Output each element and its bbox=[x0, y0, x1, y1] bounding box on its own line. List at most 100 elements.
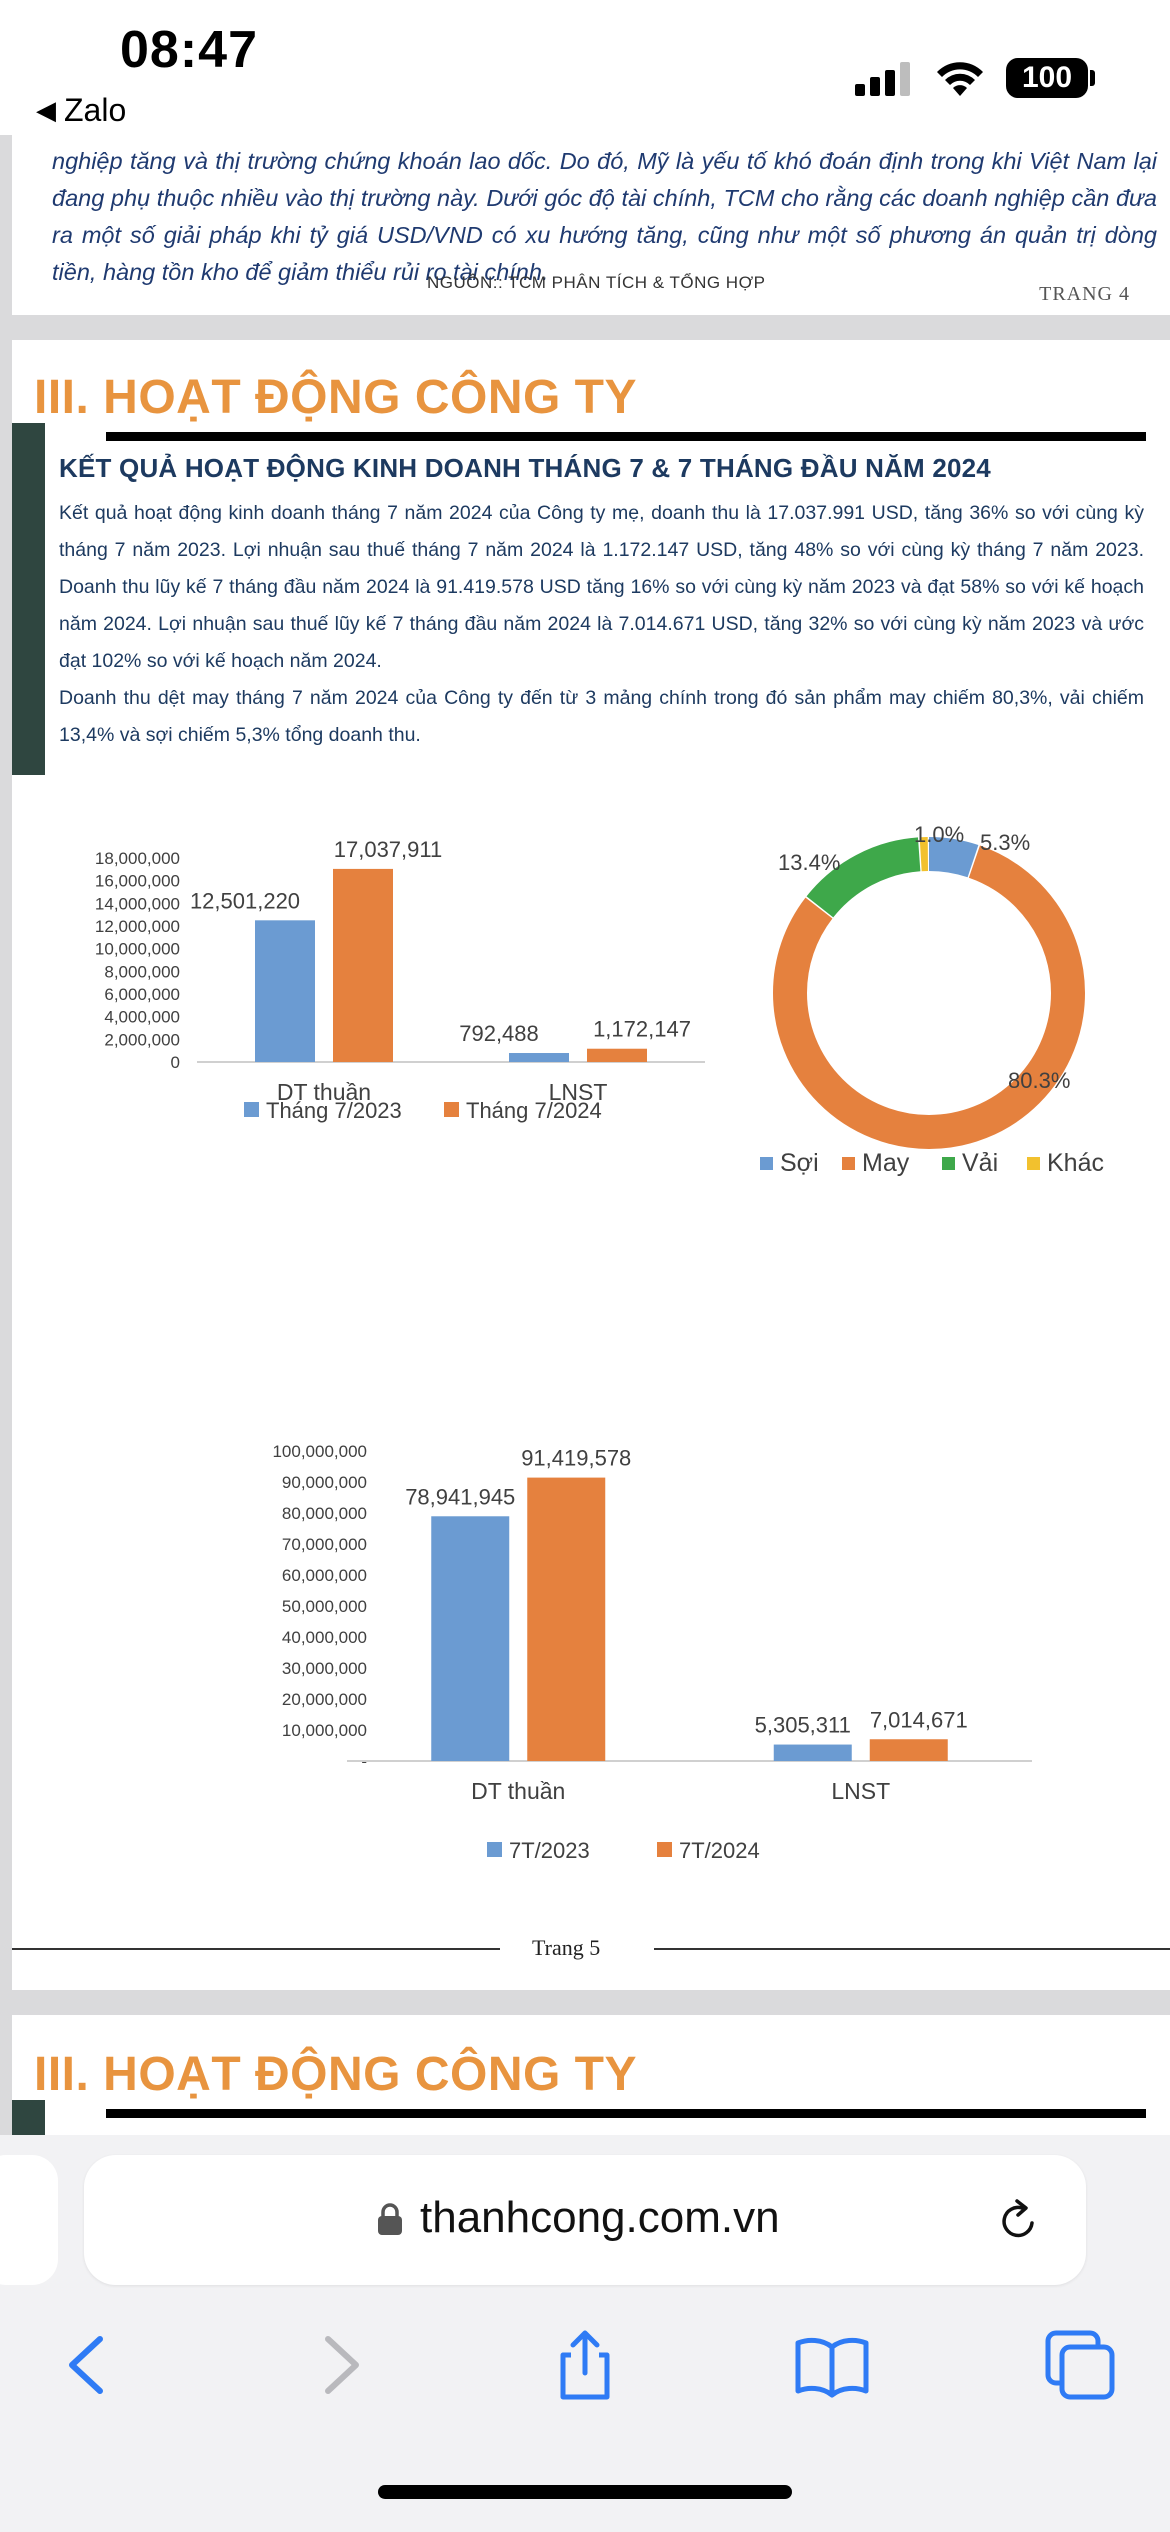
paragraph-2: Doanh thu dệt may tháng 7 năm 2024 của C… bbox=[59, 687, 1144, 746]
category-label: DT thuần bbox=[277, 1079, 371, 1105]
donut-slice bbox=[773, 837, 1085, 1149]
y-tick-label: 8,000,000 bbox=[104, 962, 180, 981]
y-tick-label: 30,000,000 bbox=[282, 1659, 367, 1678]
data-label: 12,501,220 bbox=[190, 888, 300, 913]
monthly-bar-chart: 0 2,000,000 4,000,000 6,000,000 8,000,000 10,… bbox=[95, 837, 705, 1123]
page-4: nghiệp tăng và thị trường chứng khoán la… bbox=[12, 135, 1170, 315]
body-text: Kết quả hoạt động kinh doanh tháng 7 năm… bbox=[59, 495, 1144, 754]
y-tick-label: 12,000,000 bbox=[95, 917, 180, 936]
data-label: 5,305,311 bbox=[755, 1713, 851, 1738]
category-label: LNST bbox=[549, 1079, 608, 1105]
previous-tab-peek[interactable] bbox=[0, 2155, 58, 2285]
y-tick-label: 0 bbox=[171, 1053, 180, 1072]
back-icon[interactable] bbox=[48, 2325, 128, 2405]
legend-label: Vải bbox=[962, 1149, 998, 1177]
bar bbox=[431, 1516, 510, 1761]
revenue-mix-donut-chart: 5.3% 80.3% 13.4% 1.0% Sợi May Vải Khác bbox=[760, 822, 1104, 1177]
legend-label: 7T/2024 bbox=[679, 1838, 760, 1863]
battery-tip bbox=[1090, 70, 1095, 86]
legend-label: 7T/2023 bbox=[509, 1838, 590, 1863]
paragraph-1: Kết quả hoạt động kinh doanh tháng 7 năm… bbox=[59, 502, 1144, 672]
battery-indicator: 100 bbox=[1006, 58, 1088, 98]
bar bbox=[333, 868, 393, 1062]
bar bbox=[587, 1048, 647, 1062]
section-title: III. HOẠT ĐỘNG CÔNG TY bbox=[34, 371, 638, 424]
y-tick-label: 20,000,000 bbox=[282, 1690, 367, 1709]
wifi-icon bbox=[937, 62, 983, 96]
side-accent-bar bbox=[12, 423, 45, 775]
page4-source: NGUỒN:: TCM PHÂN TÍCH & TỔNG HỢP bbox=[427, 273, 766, 292]
y-tick-label: 100,000,000 bbox=[272, 1442, 367, 1461]
y-tick-label: 6,000,000 bbox=[104, 985, 180, 1004]
address-bar[interactable]: thanhcong.com.vn bbox=[84, 2155, 1086, 2285]
ytd-bar-chart: -10,000,00020,000,00030,000,00040,000,00… bbox=[272, 1442, 1032, 1863]
side-accent-bar-next bbox=[12, 2100, 45, 2140]
slice-label: 80.3% bbox=[1008, 1068, 1070, 1093]
legend-swatch bbox=[444, 1102, 459, 1117]
footer-line-left bbox=[12, 1948, 500, 1950]
y-tick-label: 70,000,000 bbox=[282, 1535, 367, 1554]
legend-label: May bbox=[862, 1149, 910, 1177]
footer-line-right bbox=[654, 1948, 1170, 1950]
reload-icon[interactable] bbox=[994, 2197, 1042, 2245]
url-text: thanhcong.com.vn bbox=[420, 2193, 780, 2242]
data-label: 91,419,578 bbox=[521, 1446, 631, 1471]
y-tick-label: 18,000,000 bbox=[95, 849, 180, 868]
legend-swatch bbox=[842, 1157, 855, 1170]
back-triangle-icon: ◀ bbox=[36, 95, 56, 125]
category-label: DT thuần bbox=[471, 1778, 565, 1804]
section-rule-next bbox=[106, 2109, 1146, 2118]
legend-swatch bbox=[760, 1157, 773, 1170]
y-tick-label: 14,000,000 bbox=[95, 894, 180, 913]
lock-icon bbox=[378, 2203, 402, 2235]
data-label: 78,941,945 bbox=[405, 1484, 515, 1509]
forward-icon[interactable] bbox=[300, 2325, 380, 2405]
data-label: 792,488 bbox=[459, 1021, 539, 1046]
cellular-signal-icon bbox=[855, 62, 911, 96]
slice-label: 1.0% bbox=[914, 822, 964, 847]
y-tick-label: 80,000,000 bbox=[282, 1504, 367, 1523]
legend-swatch bbox=[657, 1842, 672, 1857]
donut-slice bbox=[773, 837, 1085, 1149]
bar bbox=[509, 1053, 569, 1062]
tabs-icon[interactable] bbox=[1040, 2325, 1120, 2405]
home-indicator bbox=[378, 2485, 792, 2499]
slice-label: 13.4% bbox=[778, 850, 840, 875]
y-tick-label: 60,000,000 bbox=[282, 1566, 367, 1585]
section-title-next: III. HOẠT ĐỘNG CÔNG TY bbox=[34, 2048, 638, 2101]
legend-swatch bbox=[942, 1157, 955, 1170]
bar bbox=[527, 1477, 606, 1761]
page4-paragraph: nghiệp tăng và thị trường chứng khoán la… bbox=[52, 148, 1157, 285]
subtitle: KẾT QUẢ HOẠT ĐỘNG KINH DOANH THÁNG 7 & 7… bbox=[59, 453, 991, 483]
data-label: 7,014,671 bbox=[870, 1707, 968, 1732]
page5-number: Trang 5 bbox=[532, 1935, 601, 1960]
legend-label: Sợi bbox=[780, 1149, 819, 1177]
data-label: 17,037,911 bbox=[334, 837, 442, 862]
legend-label: Tháng 7/2023 bbox=[266, 1098, 402, 1123]
page-footer: Trang 5 bbox=[12, 1935, 1170, 1965]
data-label: 1,172,147 bbox=[593, 1017, 691, 1042]
legend-label: Khác bbox=[1047, 1149, 1104, 1177]
y-tick-label: 10,000,000 bbox=[282, 1721, 367, 1740]
legend-swatch bbox=[1027, 1157, 1040, 1170]
bookmarks-icon[interactable] bbox=[792, 2325, 872, 2405]
legend-swatch bbox=[487, 1842, 502, 1857]
y-tick-label: 40,000,000 bbox=[282, 1628, 367, 1647]
clock: 08:47 bbox=[120, 21, 258, 79]
back-to-app-button[interactable]: ◀ Zalo bbox=[36, 92, 126, 129]
share-icon[interactable] bbox=[545, 2325, 625, 2405]
page4-number: TRANG 4 bbox=[1039, 283, 1130, 305]
back-app-label: Zalo bbox=[64, 92, 127, 128]
bar bbox=[773, 1744, 852, 1761]
document-viewer[interactable]: nghiệp tăng và thị trường chứng khoán la… bbox=[0, 135, 1170, 2140]
status-bar: 08:47 ◀ Zalo 100 bbox=[0, 0, 1170, 135]
y-tick-label: 2,000,000 bbox=[104, 1030, 180, 1049]
page-5: III. HOẠT ĐỘNG CÔNG TY KẾT QUẢ HOẠT ĐỘNG… bbox=[12, 340, 1170, 1990]
y-tick-label: 4,000,000 bbox=[104, 1008, 180, 1027]
category-label: LNST bbox=[831, 1778, 890, 1804]
y-tick-label: 16,000,000 bbox=[95, 872, 180, 891]
bar bbox=[869, 1739, 948, 1761]
slice-label: 5.3% bbox=[980, 830, 1030, 855]
page-6: III. HOẠT ĐỘNG CÔNG TY bbox=[12, 2015, 1170, 2140]
